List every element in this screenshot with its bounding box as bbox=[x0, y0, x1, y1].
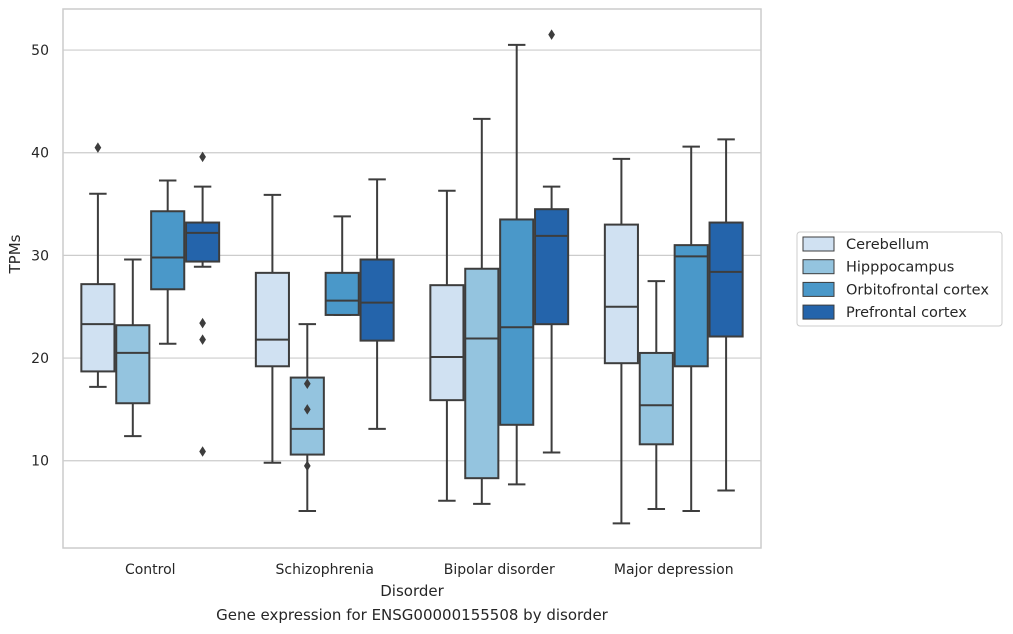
legend-label: Cerebellum bbox=[846, 237, 929, 253]
box-hipppocampus bbox=[464, 117, 500, 505]
legend-swatch bbox=[802, 259, 835, 275]
y-tick-label: 10 bbox=[31, 454, 49, 470]
box-hipppocampus bbox=[289, 323, 325, 513]
iqr-box bbox=[254, 271, 290, 368]
box-hipppocampus bbox=[638, 280, 674, 510]
box-prefrontal-cortex bbox=[534, 29, 570, 454]
y-tick-label: 30 bbox=[31, 248, 49, 264]
outlier-point bbox=[199, 446, 206, 457]
iqr-box bbox=[185, 221, 221, 263]
box-orbitofrontal-cortex bbox=[499, 43, 535, 486]
iqr-box bbox=[499, 218, 535, 426]
box-prefrontal-cortex bbox=[185, 151, 221, 457]
iqr-box bbox=[359, 258, 395, 342]
outlier-point bbox=[199, 334, 206, 345]
legend-swatch bbox=[802, 236, 835, 252]
plot-frame bbox=[62, 8, 762, 549]
iqr-box bbox=[324, 271, 360, 316]
box-orbitofrontal-cortex bbox=[324, 215, 360, 316]
outlier-point bbox=[199, 317, 206, 329]
box-plot-area bbox=[80, 29, 744, 525]
outlier-point bbox=[548, 29, 555, 40]
legend-swatch bbox=[802, 304, 835, 320]
x-tick-label: Major depression bbox=[614, 562, 734, 578]
y-tick-label: 50 bbox=[31, 43, 49, 59]
box-cerebellum bbox=[603, 157, 639, 525]
iqr-box bbox=[429, 284, 465, 402]
outlier-point bbox=[303, 460, 311, 472]
box-cerebellum bbox=[80, 142, 116, 388]
box-orbitofrontal-cortex bbox=[150, 179, 186, 345]
x-tick-label: Bipolar disorder bbox=[444, 562, 555, 578]
x-axis-label: Disorder bbox=[380, 582, 444, 600]
iqr-box bbox=[289, 376, 325, 456]
legend: Cerebellum Hipppocampus Orbitofrontal cort… bbox=[796, 231, 1003, 327]
outlier-point bbox=[94, 142, 102, 153]
iqr-box bbox=[673, 244, 709, 368]
iqr-box bbox=[603, 223, 639, 365]
box-cerebellum bbox=[254, 193, 290, 464]
iqr-box bbox=[150, 210, 186, 291]
legend-label: Hipppocampus bbox=[846, 260, 954, 276]
figure-caption: Gene expression for ENSG00000155508 by d… bbox=[216, 606, 608, 624]
box-prefrontal-cortex bbox=[708, 138, 744, 492]
iqr-box bbox=[638, 351, 674, 446]
box-prefrontal-cortex bbox=[359, 178, 395, 430]
outlier-point bbox=[303, 404, 311, 415]
y-tick-label: 20 bbox=[31, 351, 49, 367]
iqr-box bbox=[708, 221, 744, 338]
legend-swatch bbox=[802, 281, 835, 297]
legend-label: Orbitofrontal cortex bbox=[846, 282, 989, 298]
legend-frame bbox=[796, 231, 1003, 327]
box-orbitofrontal-cortex bbox=[673, 145, 709, 513]
box-cerebellum bbox=[429, 189, 465, 502]
iqr-box bbox=[464, 267, 500, 480]
box-hipppocampus bbox=[115, 258, 151, 438]
iqr-box bbox=[115, 324, 151, 405]
outlier-point bbox=[303, 378, 311, 389]
x-axis-ticks: Control Schizophrenia Bipolar disorder Majo… bbox=[125, 562, 734, 578]
y-axis-label: TPMs bbox=[6, 234, 24, 274]
x-tick-label: Schizophrenia bbox=[276, 562, 374, 578]
x-tick-label: Control bbox=[125, 562, 176, 578]
outlier-point bbox=[199, 151, 206, 163]
legend-label: Prefrontal cortex bbox=[846, 305, 967, 321]
y-axis-ticks: 10 20 30 40 50 bbox=[31, 43, 49, 470]
iqr-box bbox=[80, 283, 116, 373]
y-tick-label: 40 bbox=[31, 146, 49, 162]
iqr-box bbox=[534, 208, 570, 326]
